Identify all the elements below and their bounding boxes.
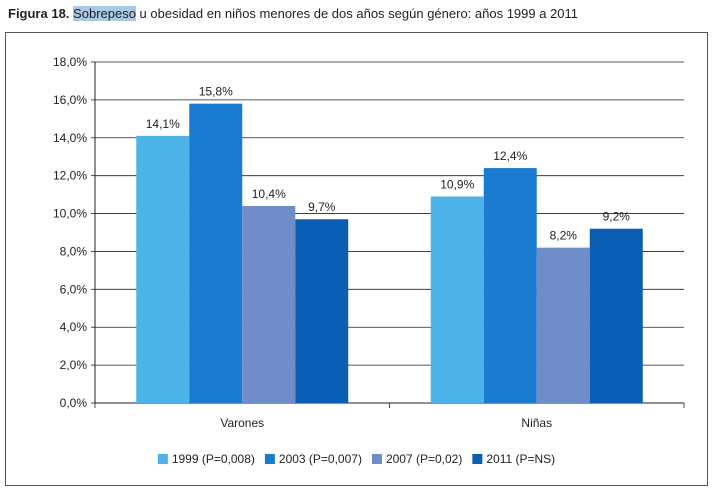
legend-label: 1999 (P=0,008) [172, 452, 255, 466]
chart-frame: 0,0% 2,0% 4,0% 6,0% 8,0% 10,0% 12,0% 14,0% 16,0%… [5, 32, 708, 486]
y-tick-label: 18,0% [53, 55, 87, 69]
highlighted-word[interactable]: Sobrepeso [73, 6, 136, 21]
y-tick-label: 4,0% [60, 320, 88, 334]
data-label: 8,2% [550, 229, 578, 243]
bar [589, 228, 643, 403]
bar [295, 219, 349, 403]
y-tick-label: 12,0% [53, 169, 87, 183]
data-label: 9,7% [308, 200, 336, 214]
legend-label: 2003 (P=0,007) [279, 452, 362, 466]
y-tick-label: 0,0% [60, 396, 88, 410]
data-label: 10,4% [252, 187, 286, 201]
legend-swatch [371, 454, 382, 464]
legend-swatch [157, 454, 168, 464]
legend-label: 2011 (P=NS) [486, 452, 555, 466]
x-tick-label: Varones [220, 416, 264, 430]
y-tick-label: 2,0% [60, 358, 88, 372]
legend-swatch [472, 454, 483, 464]
figure-number: Figura 18. [8, 6, 70, 21]
figure-caption: Figura 18. Sobrepeso u obesidad en niños… [8, 6, 578, 21]
data-label: 10,9% [440, 178, 474, 192]
y-tick-label: 6,0% [60, 282, 88, 296]
x-tick-label: Niñas [521, 416, 552, 430]
y-tick-label: 8,0% [60, 244, 88, 258]
bar [483, 168, 537, 403]
data-label: 15,8% [199, 85, 233, 99]
caption-text: u obesidad en niños menores de dos años … [135, 6, 579, 21]
bar [430, 196, 484, 403]
y-tick-label: 10,0% [53, 207, 87, 221]
bar [189, 103, 243, 403]
data-label: 14,1% [146, 117, 180, 131]
legend-swatch [264, 454, 275, 464]
legend-label: 2007 (P=0,02) [386, 452, 462, 466]
bar [242, 205, 296, 403]
data-label: 9,2% [603, 210, 631, 224]
y-tick-label: 14,0% [53, 131, 87, 145]
bar-chart: 0,0% 2,0% 4,0% 6,0% 8,0% 10,0% 12,0% 14,0% 16,0%… [53, 55, 685, 466]
data-label: 12,4% [493, 149, 527, 163]
y-tick-label: 16,0% [53, 93, 87, 107]
bar [136, 135, 190, 403]
bar [536, 247, 590, 403]
